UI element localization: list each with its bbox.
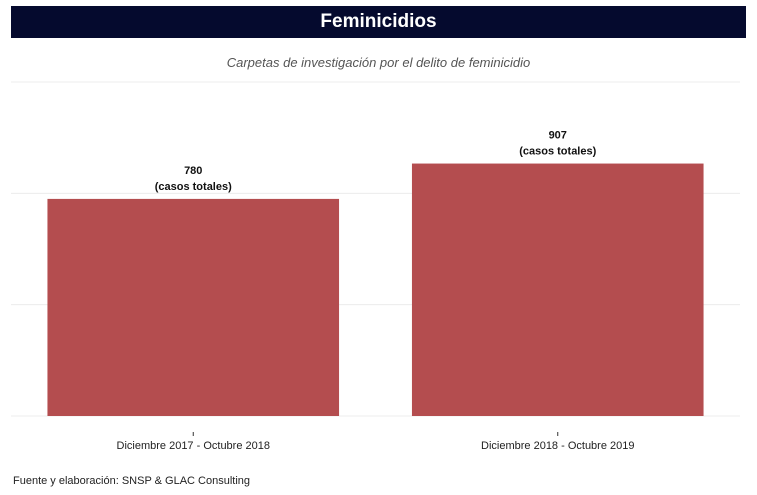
data-label-value-0: 780 [184,165,202,177]
chart-title: Feminicidios [320,11,437,32]
chart-title-bar: Feminicidios [11,6,746,38]
data-label-caption-1: (casos totales) [519,146,596,158]
bar-0 [47,198,340,416]
x-tick-label-0: Diciembre 2017 - Octubre 2018 [117,440,270,452]
data-label-caption-0: (casos totales) [155,181,232,193]
source-note: Fuente y elaboración: SNSP & GLAC Consul… [13,475,251,487]
bar-1 [411,163,704,416]
chart-subtitle: Carpetas de investigación por el delito … [226,55,531,70]
x-tick-label-1: Diciembre 2018 - Octubre 2019 [481,440,634,452]
data-label-value-1: 907 [549,130,567,142]
